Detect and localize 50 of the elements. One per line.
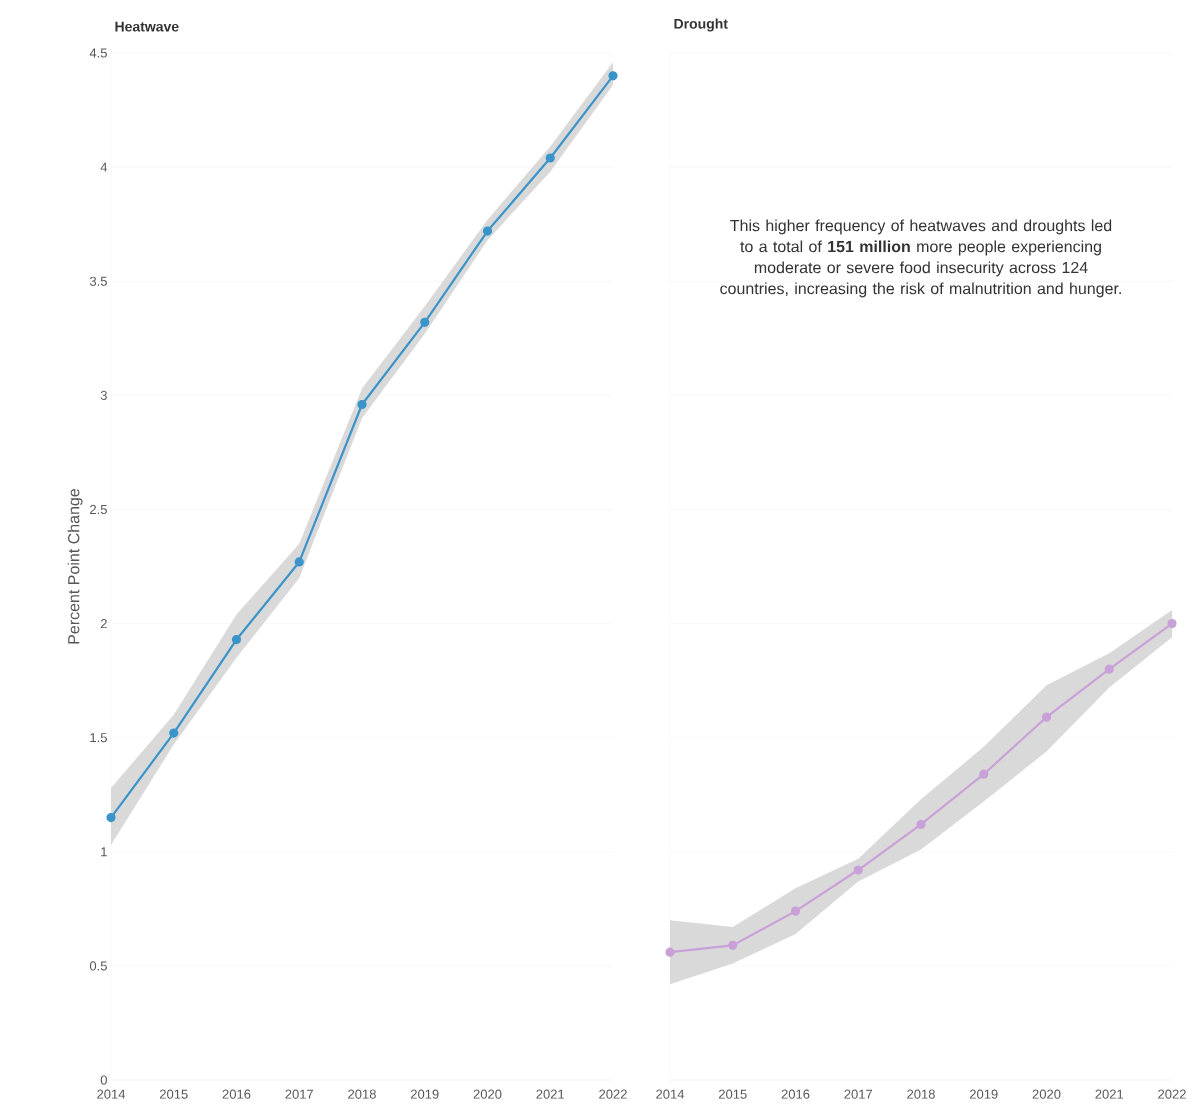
point	[357, 399, 367, 410]
y-tick-label: 4.5	[89, 48, 107, 58]
point	[665, 947, 675, 957]
point	[231, 634, 242, 645]
x-tick-label: 2015	[718, 1089, 747, 1099]
point	[545, 153, 555, 163]
y-tick-label: 0	[100, 1075, 107, 1085]
x-tick-label: 2016	[781, 1089, 810, 1099]
x-tick-label: 2014	[97, 1089, 126, 1099]
y-tick-label: 3.5	[89, 276, 107, 286]
point	[420, 317, 430, 327]
x-tick-label: 2019	[969, 1089, 998, 1099]
point	[1167, 618, 1177, 629]
point	[916, 819, 926, 829]
x-tick-label: 2021	[1095, 1089, 1124, 1099]
point	[1104, 664, 1114, 674]
x-tick-label: 2016	[222, 1089, 251, 1099]
annotation: This higher frequency of heatwaves and droughts led to a total of 151 million more people experiencing moderate or severe food insecurity across 124 countries, increasing the risk of malnutrition and hunger.	[720, 219, 1121, 298]
x-tick-label: 2018	[348, 1089, 376, 1099]
x-tick-label: 2019	[410, 1089, 439, 1099]
point	[482, 226, 493, 236]
y-tick-label: 1	[101, 847, 107, 857]
y-tick-label: 3	[100, 390, 107, 400]
x-tick-label: 2018	[907, 1089, 935, 1099]
point	[1041, 712, 1052, 722]
y-tick-label: 2	[100, 619, 107, 629]
point	[790, 906, 801, 916]
point	[728, 940, 738, 950]
x-tick-label: 2021	[536, 1089, 565, 1099]
chart-title: Drought	[674, 18, 728, 32]
point	[106, 812, 116, 823]
x-tick-label: 2020	[473, 1089, 502, 1099]
y-axis-title: Percent Point Change	[67, 488, 83, 644]
y-tick-label: 1.5	[90, 733, 107, 743]
x-tick-label: 2014	[656, 1089, 685, 1099]
x-tick-label: 2017	[844, 1089, 873, 1099]
point	[294, 557, 304, 567]
x-tick-label: 2022	[1158, 1089, 1186, 1099]
point	[608, 71, 618, 81]
x-tick-label: 2020	[1032, 1089, 1061, 1099]
point	[169, 728, 179, 738]
x-tick-label: 2015	[159, 1089, 188, 1099]
x-tick-label: 2022	[599, 1089, 627, 1099]
y-tick-label: 4	[100, 162, 108, 172]
point	[853, 865, 863, 875]
point	[979, 769, 989, 779]
y-tick-label: 2.5	[90, 504, 107, 515]
y-tick-label: 0.5	[89, 961, 107, 971]
chart-title: Heatwave	[115, 21, 179, 32]
x-tick-label: 2017	[285, 1089, 314, 1099]
